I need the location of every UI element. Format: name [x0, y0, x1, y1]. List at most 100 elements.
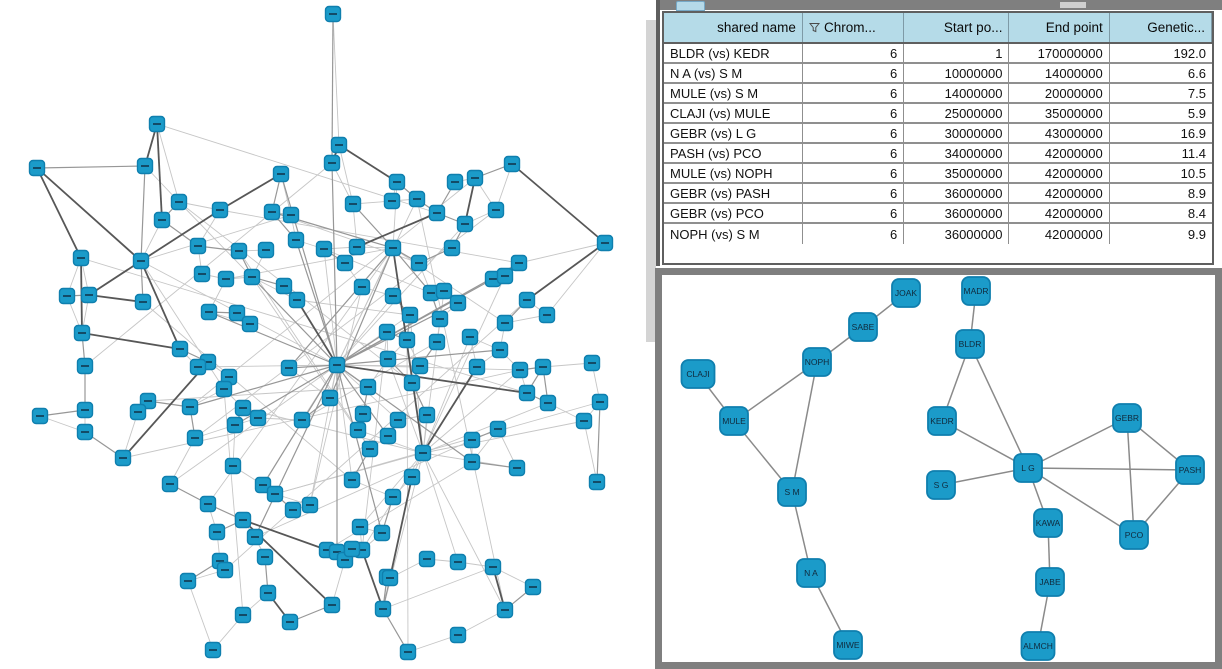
network-node[interactable]: [403, 374, 421, 392]
network-node[interactable]: [217, 270, 235, 288]
network-node[interactable]: [76, 357, 94, 375]
network-node[interactable]: [148, 115, 166, 133]
network-node[interactable]: [31, 407, 49, 425]
network-node[interactable]: [288, 291, 306, 309]
network-node-pco[interactable]: PCO: [1119, 520, 1149, 550]
network-node[interactable]: [226, 416, 244, 434]
network-node[interactable]: [466, 169, 484, 187]
table-row[interactable]: GEBR (vs) PCO 6 36000000 42000000 8.4: [664, 204, 1212, 224]
table-row[interactable]: CLAJI (vs) MULE 6 25000000 35000000 5.9: [664, 104, 1212, 124]
network-node[interactable]: [496, 267, 514, 285]
network-node[interactable]: [321, 389, 339, 407]
network-node[interactable]: [266, 485, 284, 503]
network-node[interactable]: [181, 398, 199, 416]
network-node[interactable]: [435, 282, 453, 300]
network-node[interactable]: [399, 643, 417, 661]
network-node[interactable]: [254, 476, 272, 494]
network-node[interactable]: [301, 496, 319, 514]
network-node[interactable]: [461, 328, 479, 346]
detail-network-canvas[interactable]: JOAK SABE NOPH CLAJI MULE S M N A MIWE MADR BLDR K…: [662, 275, 1215, 662]
network-node[interactable]: [243, 268, 261, 286]
network-node[interactable]: [349, 421, 367, 439]
network-node-n-a[interactable]: N A: [796, 558, 826, 588]
network-node[interactable]: [418, 406, 436, 424]
network-node[interactable]: [189, 237, 207, 255]
network-node[interactable]: [588, 473, 606, 491]
network-node[interactable]: [359, 378, 377, 396]
network-node[interactable]: [344, 195, 362, 213]
network-node[interactable]: [443, 239, 461, 257]
network-node[interactable]: [193, 265, 211, 283]
network-node[interactable]: [216, 561, 234, 579]
network-node-s-g[interactable]: S G: [926, 470, 956, 500]
network-node[interactable]: [293, 411, 311, 429]
network-node[interactable]: [234, 606, 252, 624]
network-node[interactable]: [591, 393, 609, 411]
network-node[interactable]: [398, 331, 416, 349]
network-node[interactable]: [336, 254, 354, 272]
network-node[interactable]: [401, 306, 419, 324]
network-node[interactable]: [234, 399, 252, 417]
network-node-kawa[interactable]: KAWA: [1033, 508, 1063, 538]
network-node[interactable]: [538, 306, 556, 324]
table-row[interactable]: PASH (vs) PCO 6 34000000 42000000 11.4: [664, 144, 1212, 164]
network-node[interactable]: [463, 453, 481, 471]
table-row[interactable]: NOPH (vs) S M 6 36000000 42000000 9.9: [664, 224, 1212, 244]
network-node[interactable]: [224, 457, 242, 475]
network-node[interactable]: [134, 293, 152, 311]
network-node[interactable]: [449, 553, 467, 571]
network-node[interactable]: [257, 241, 275, 259]
network-node[interactable]: [72, 249, 90, 267]
network-node[interactable]: [259, 584, 277, 602]
network-node-miwe[interactable]: MIWE: [833, 630, 863, 660]
network-node-bldr[interactable]: BLDR: [955, 329, 985, 359]
network-node[interactable]: [76, 423, 94, 441]
network-node[interactable]: [76, 401, 94, 419]
network-node[interactable]: [508, 459, 526, 477]
network-node[interactable]: [211, 201, 229, 219]
network-node[interactable]: [281, 613, 299, 631]
network-node[interactable]: [361, 440, 379, 458]
network-node[interactable]: [136, 157, 154, 175]
network-node[interactable]: [384, 488, 402, 506]
network-node-pash[interactable]: PASH: [1175, 455, 1205, 485]
network-node[interactable]: [468, 358, 486, 376]
network-node[interactable]: [234, 511, 252, 529]
network-node-s-m[interactable]: S M: [777, 477, 807, 507]
network-node[interactable]: [249, 409, 267, 427]
network-node[interactable]: [428, 204, 446, 222]
network-node[interactable]: [431, 310, 449, 328]
network-node[interactable]: [161, 475, 179, 493]
network-node-gebr[interactable]: GEBR: [1112, 403, 1142, 433]
network-node[interactable]: [518, 291, 536, 309]
network-node[interactable]: [491, 341, 509, 359]
network-node[interactable]: [241, 315, 259, 333]
network-node[interactable]: [381, 569, 399, 587]
network-node[interactable]: [408, 190, 426, 208]
network-node[interactable]: [484, 558, 502, 576]
network-node[interactable]: [596, 234, 614, 252]
network-node-sabe[interactable]: SABE: [848, 312, 878, 342]
network-node[interactable]: [323, 154, 341, 172]
network-node[interactable]: [204, 641, 222, 659]
network-node[interactable]: [287, 231, 305, 249]
table-row[interactable]: GEBR (vs) PASH 6 36000000 42000000 8.9: [664, 184, 1212, 204]
network-node[interactable]: [80, 286, 98, 304]
network-node[interactable]: [275, 277, 293, 295]
network-node-mule[interactable]: MULE: [719, 406, 749, 436]
network-node[interactable]: [449, 294, 467, 312]
network-node[interactable]: [496, 601, 514, 619]
network-node-claji[interactable]: CLAJI: [680, 359, 716, 389]
network-node[interactable]: [463, 431, 481, 449]
network-node[interactable]: [384, 239, 402, 257]
network-node[interactable]: [510, 254, 528, 272]
table-row[interactable]: MULE (vs) S M 6 14000000 20000000 7.5: [664, 84, 1212, 104]
column-header-genetic[interactable]: Genetic...: [1110, 13, 1212, 42]
network-node-almch[interactable]: ALMCH: [1020, 631, 1056, 661]
network-node[interactable]: [446, 173, 464, 191]
network-node[interactable]: [200, 303, 218, 321]
network-node[interactable]: [199, 495, 217, 513]
network-node[interactable]: [323, 596, 341, 614]
network-node[interactable]: [449, 626, 467, 644]
network-node[interactable]: [330, 136, 348, 154]
